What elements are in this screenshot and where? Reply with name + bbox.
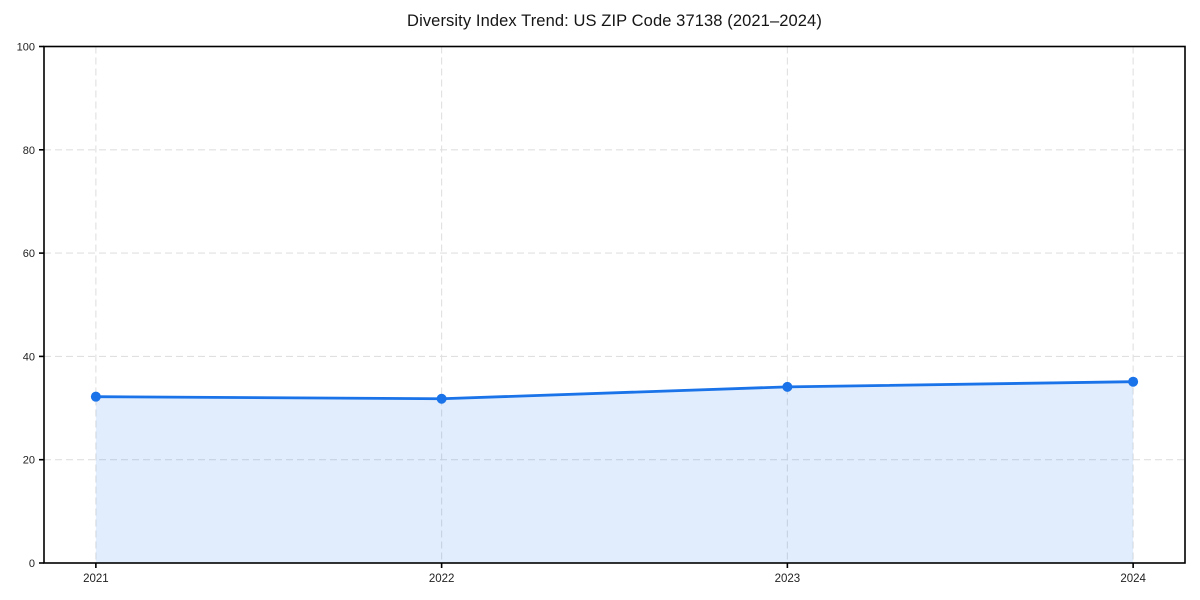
x-tick-label-2022: 2022 xyxy=(429,573,455,585)
data-point-2024 xyxy=(1128,376,1139,387)
area-fill xyxy=(95,381,1134,563)
chart-title: Diversity Index Trend: US ZIP Code 37138… xyxy=(407,12,822,30)
y-tick-label-80: 80 xyxy=(23,145,35,157)
y-tick-label-0: 0 xyxy=(29,558,35,570)
plot-border xyxy=(43,45,1186,564)
data-point-2022 xyxy=(436,393,447,404)
trend-line xyxy=(94,380,1135,401)
y-tick-label-60: 60 xyxy=(23,248,35,260)
data-point-2023 xyxy=(782,381,793,392)
data-point-2021 xyxy=(90,391,101,402)
y-tick-label-100: 100 xyxy=(17,42,35,54)
y-tick-label-20: 20 xyxy=(23,455,35,467)
y-tick-label-40: 40 xyxy=(23,351,35,363)
x-tick-label-2023: 2023 xyxy=(775,573,801,585)
x-tick-label-2021: 2021 xyxy=(83,573,109,585)
x-tick-label-2024: 2024 xyxy=(1120,573,1146,585)
